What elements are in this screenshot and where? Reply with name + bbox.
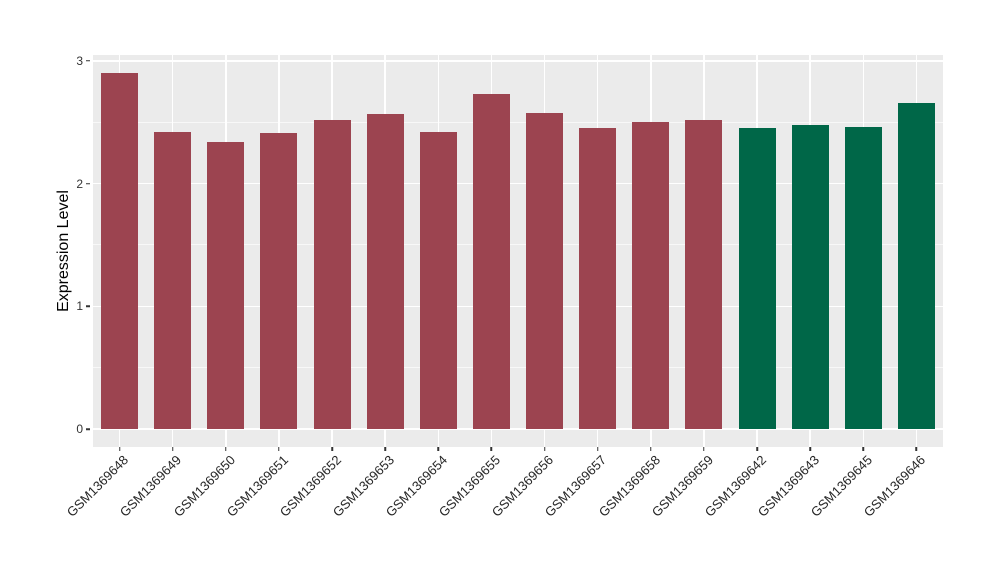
- bar: [207, 141, 245, 429]
- y-tick-label: 2: [76, 176, 83, 191]
- x-tick-mark: [490, 447, 493, 451]
- minor-gridline: [93, 367, 943, 369]
- minor-gridline: [93, 244, 943, 246]
- bar: [472, 94, 510, 429]
- y-tick-mark: [86, 305, 90, 308]
- bar: [685, 119, 723, 429]
- x-tick-mark: [862, 447, 865, 451]
- plot-panel: [93, 55, 943, 447]
- y-tick-label: 0: [76, 422, 83, 436]
- bar: [313, 119, 351, 429]
- bar: [419, 132, 457, 429]
- bar: [154, 132, 192, 429]
- major-gridline: [93, 182, 943, 185]
- bar: [579, 128, 617, 429]
- bar: [897, 102, 935, 429]
- bar: [632, 122, 670, 429]
- y-tick-label: 1: [76, 299, 83, 314]
- x-tick-mark: [384, 447, 386, 451]
- x-tick-mark: [650, 447, 652, 451]
- x-tick-mark: [118, 447, 121, 451]
- bar: [260, 133, 298, 429]
- y-tick-mark: [86, 428, 90, 430]
- y-axis-title: Expression Level: [55, 190, 72, 312]
- minor-gridline: [93, 121, 943, 123]
- major-gridline: [93, 60, 943, 62]
- x-tick-mark: [437, 447, 440, 451]
- x-tick-mark: [171, 447, 174, 451]
- x-tick-mark: [596, 447, 599, 451]
- bar: [101, 73, 139, 429]
- x-tick-mark: [756, 447, 758, 451]
- x-tick-mark: [703, 447, 705, 451]
- x-tick-mark: [915, 447, 918, 451]
- y-tick-mark: [86, 60, 90, 62]
- x-tick-mark: [278, 447, 280, 451]
- bar: [366, 113, 404, 429]
- x-tick-mark: [809, 447, 811, 451]
- x-tick-mark: [225, 447, 227, 451]
- bar: [526, 112, 564, 429]
- major-gridline: [93, 305, 943, 308]
- y-tick-label: 3: [76, 53, 83, 68]
- bar: [844, 127, 882, 429]
- bar: [791, 124, 829, 429]
- y-tick-mark: [86, 182, 90, 185]
- bar: [738, 128, 776, 429]
- x-tick-mark: [331, 447, 333, 451]
- x-tick-mark: [543, 447, 546, 451]
- major-gridline: [93, 428, 943, 430]
